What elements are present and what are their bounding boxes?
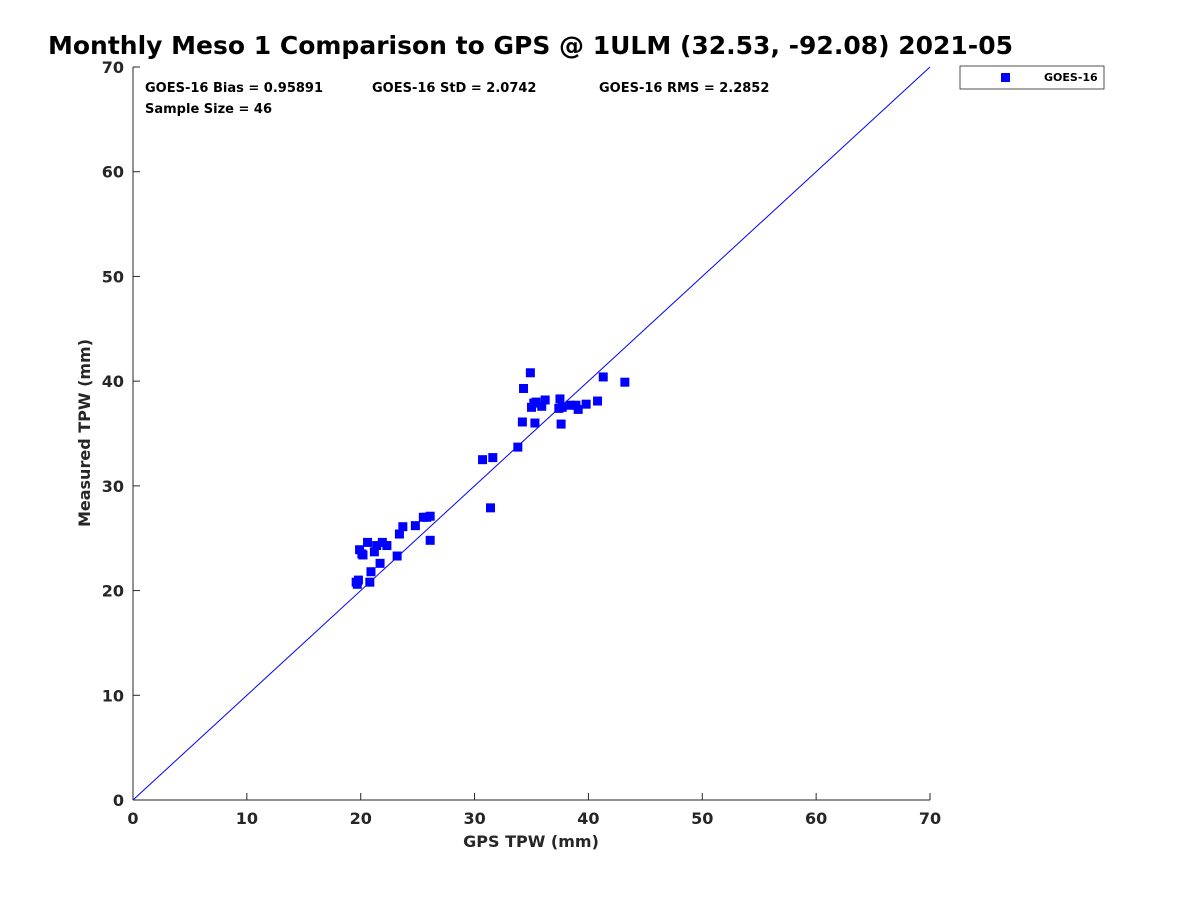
legend: GOES-16 (959, 65, 1105, 90)
data-point (355, 545, 365, 555)
x-tick-label: 70 (919, 809, 941, 828)
data-point (555, 394, 565, 404)
y-tick-label: 20 (102, 582, 124, 601)
legend-box (959, 65, 1105, 90)
data-point (369, 547, 379, 557)
data-point (392, 551, 402, 561)
data-point (529, 398, 539, 408)
data-point (537, 401, 547, 411)
data-point (517, 417, 527, 427)
data-point (554, 403, 564, 413)
data-point (382, 541, 392, 551)
data-point (519, 383, 529, 393)
y-tick-label: 0 (113, 791, 124, 810)
x-tick-label: 0 (127, 809, 138, 828)
data-point (565, 400, 575, 410)
rms-stat: GOES-16 RMS = 2.2852 (599, 81, 769, 96)
y-tick-label: 10 (102, 686, 124, 705)
y-tick-label: 60 (102, 163, 124, 182)
y-tick-label: 30 (102, 477, 124, 496)
data-point (525, 368, 535, 378)
data-point (394, 529, 404, 539)
data-point (540, 395, 550, 405)
data-point (363, 537, 373, 547)
y-axis-label: Measured TPW (mm) (75, 339, 94, 527)
bias-stat: GOES-16 Bias = 0.95891 (145, 81, 323, 96)
data-point (593, 396, 603, 406)
data-point (581, 399, 591, 409)
data-point (556, 419, 566, 429)
x-tick-label: 60 (805, 809, 827, 828)
data-point (375, 558, 385, 568)
data-point (513, 442, 523, 452)
y-tick-label: 50 (102, 267, 124, 286)
data-point (365, 577, 375, 587)
data-point (377, 537, 387, 547)
x-tick-label: 50 (691, 809, 713, 828)
data-point (366, 567, 376, 577)
data-point (358, 550, 368, 560)
sample-size-stat: Sample Size = 46 (145, 102, 272, 117)
data-point (372, 541, 382, 551)
data-point (488, 453, 498, 463)
data-point (530, 418, 540, 428)
data-point (486, 503, 496, 513)
y-tick-label: 40 (102, 372, 124, 391)
data-point (398, 522, 408, 532)
x-tick-label: 20 (350, 809, 372, 828)
plot-area (132, 67, 930, 801)
chart-title: Monthly Meso 1 Comparison to GPS @ 1ULM … (48, 31, 1013, 60)
data-point (410, 521, 420, 531)
legend-label: GOES-16 (1044, 71, 1098, 84)
data-point (425, 535, 435, 545)
x-tick-label: 40 (577, 809, 599, 828)
x-axis-label: GPS TPW (mm) (463, 832, 599, 851)
data-point (598, 372, 608, 382)
std-stat: GOES-16 StD = 2.0742 (372, 81, 536, 96)
x-tick-label: 30 (463, 809, 485, 828)
one-to-one-reference-line (132, 66, 931, 801)
data-point (573, 404, 583, 414)
data-point (352, 579, 362, 589)
data-point (620, 377, 630, 387)
data-point (478, 455, 488, 465)
y-tick-label: 70 (102, 58, 124, 77)
x-tick-label: 10 (236, 809, 258, 828)
data-point (425, 511, 435, 521)
legend-marker-square (1001, 73, 1010, 82)
